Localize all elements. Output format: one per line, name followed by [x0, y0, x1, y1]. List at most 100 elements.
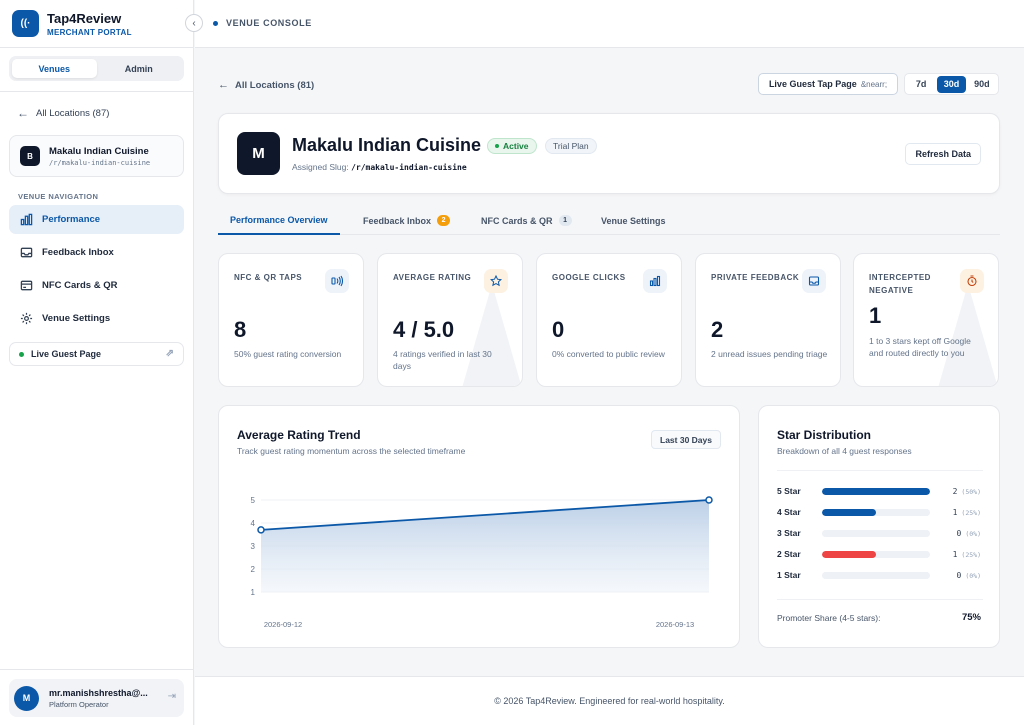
- kpi-subtext: 4 ratings verified in last 30 days: [393, 349, 492, 371]
- distribution-track: [822, 571, 930, 579]
- sidebar-item-feedback-inbox[interactable]: Feedback Inbox: [9, 238, 184, 267]
- y-tick-label: 2: [251, 565, 256, 574]
- tab-performance-overview[interactable]: Performance Overview: [218, 206, 340, 235]
- count-percent: (0%): [965, 529, 981, 538]
- sidebar-item-label: NFC Cards & QR: [42, 280, 118, 291]
- card-icon: [18, 278, 34, 294]
- kpi-subtext: 2 unread issues pending triage: [711, 349, 828, 359]
- page-title: Makalu Indian Cuisine: [292, 135, 482, 155]
- breadcrumb-label: VENUE CONSOLE: [226, 18, 312, 28]
- card-decoration: [462, 284, 522, 386]
- distribution-bar: [822, 550, 876, 558]
- nav-section-label: VENUE NAVIGATION: [18, 192, 99, 201]
- distribution-track: [822, 529, 930, 537]
- segment-admin[interactable]: Admin: [124, 63, 153, 74]
- live-status-dot: [19, 351, 24, 357]
- kpi-value: 0: [552, 317, 565, 342]
- chart-range-button[interactable]: Last 30 Days: [651, 430, 721, 449]
- all-locations-link[interactable]: ← All Locations (87): [17, 106, 109, 120]
- range-90d[interactable]: 90d: [974, 79, 990, 89]
- x-tick-label: 2026-09-12: [264, 620, 302, 629]
- data-point: [257, 526, 265, 534]
- venue-header-card: M Makalu Indian Cuisine Active Trial Pla…: [218, 113, 1000, 194]
- distribution-label: 5 Star: [777, 486, 801, 496]
- tab-feedback-inbox[interactable]: Feedback Inbox 2: [363, 206, 451, 235]
- count-percent: (25%): [961, 508, 981, 517]
- breadcrumb-dot: [213, 20, 218, 26]
- brand[interactable]: ((· Tap4Review MERCHANT PORTAL: [12, 10, 132, 37]
- kpi-subtext: 0% converted to public review: [552, 349, 665, 359]
- refresh-data-button[interactable]: Refresh Data: [905, 143, 981, 165]
- tab-label: Venue Settings: [601, 215, 666, 226]
- sidebar-item-venue-settings[interactable]: Venue Settings: [9, 304, 184, 333]
- distribution-count: 2 (50%): [930, 487, 981, 496]
- tab-label: Feedback Inbox: [363, 215, 432, 226]
- breadcrumb: VENUE CONSOLE: [213, 18, 312, 28]
- distribution-track: [822, 508, 930, 516]
- view-switcher: Venues Admin: [9, 56, 184, 81]
- user-card[interactable]: M mr.manishshrestha@... Platform Operato…: [9, 679, 184, 717]
- distribution-title: Star Distribution: [777, 428, 872, 442]
- status-badge: Active: [487, 138, 537, 154]
- tab-venue-settings[interactable]: Venue Settings: [601, 206, 666, 235]
- tab-count-badge: 1: [558, 215, 572, 226]
- distribution-bar: [822, 508, 876, 516]
- kpi-label: PRIVATE FEEDBACK: [711, 273, 800, 282]
- kpi-card-average-rating: AVERAGE RATING 4 / 5.0 4 ratings verifie…: [377, 253, 523, 387]
- tab-label: NFC Cards & QR: [481, 215, 553, 226]
- card-decoration: [938, 284, 998, 386]
- page-footer: © 2026 Tap4Review. Engineered for real-w…: [195, 676, 1024, 725]
- segment-venues[interactable]: Venues: [12, 59, 97, 78]
- tab-nfc-cards[interactable]: NFC Cards & QR 1: [481, 206, 572, 235]
- sidebar-item-performance[interactable]: Performance: [9, 205, 184, 234]
- distribution-label: 4 Star: [777, 507, 801, 517]
- count-percent: (0%): [965, 571, 981, 580]
- chevron-left-icon: ‹: [192, 17, 196, 29]
- nfc-icon: [325, 269, 349, 293]
- bar-chart-icon: [18, 212, 34, 228]
- collapse-sidebar-button[interactable]: ‹: [185, 14, 203, 32]
- x-tick-label: 2026-09-13: [656, 620, 694, 629]
- inbox-icon: [18, 245, 34, 261]
- timer-icon: [960, 269, 984, 293]
- slug-label: Assigned Slug:: [292, 162, 349, 172]
- date-range-selector: 7d 30d 90d: [904, 73, 999, 95]
- kpi-card-private-feedback: PRIVATE FEEDBACK 2 2 unread issues pendi…: [695, 253, 841, 387]
- venue-tabs: Performance Overview Feedback Inbox 2 NF…: [218, 206, 1000, 235]
- kpi-subtext: 50% guest rating conversion: [234, 349, 342, 359]
- chart-subtitle: Track guest rating momentum across the s…: [237, 446, 466, 456]
- brand-logo-icon: ((·: [12, 10, 39, 37]
- bar-chart-icon: [643, 269, 667, 293]
- divider: [777, 470, 983, 471]
- live-guest-page-label: Live Guest Page: [31, 349, 102, 359]
- trend-area: [261, 500, 709, 592]
- sidebar-item-nfc-cards[interactable]: NFC Cards & QR: [9, 271, 184, 300]
- tab-label: Performance Overview: [230, 214, 328, 225]
- logout-icon[interactable]: ⇥: [167, 691, 176, 702]
- distribution-track: [822, 550, 930, 558]
- distribution-row: 4 Star 1 (25%): [777, 506, 981, 518]
- brand-name: Tap4Review: [47, 10, 122, 26]
- kpi-card-taps: NFC & QR TAPS 8 50% guest rating convers…: [218, 253, 364, 387]
- status-dot: [495, 144, 499, 148]
- current-venue-card[interactable]: B Makalu Indian Cuisine /r/makalu-indian…: [9, 135, 184, 177]
- range-7d[interactable]: 7d: [915, 79, 927, 89]
- avatar: M: [14, 685, 39, 711]
- count-value: 0: [956, 570, 962, 580]
- distribution-label: 3 Star: [777, 528, 801, 538]
- data-point: [705, 496, 713, 504]
- status-label: Active: [503, 141, 529, 151]
- sidebar-divider: [0, 669, 194, 670]
- live-guest-tap-page-button[interactable]: Live Guest Tap Page &nearr;: [758, 73, 898, 95]
- gear-icon: [18, 311, 34, 327]
- tap-page-label: Live Guest Tap Page: [768, 79, 857, 89]
- divider: [777, 599, 983, 600]
- user-role: Platform Operator: [49, 699, 109, 709]
- tab-count-badge: 2: [437, 215, 451, 226]
- distribution-label: 1 Star: [777, 570, 801, 580]
- main-all-locations-link[interactable]: ← All Locations (81): [218, 79, 314, 91]
- range-30d[interactable]: 30d: [937, 75, 966, 93]
- venue-slug: /r/makalu-indian-cuisine: [49, 158, 151, 167]
- chart-title: Average Rating Trend: [237, 428, 361, 442]
- live-guest-page-link[interactable]: Live Guest Page ⇗: [9, 342, 184, 366]
